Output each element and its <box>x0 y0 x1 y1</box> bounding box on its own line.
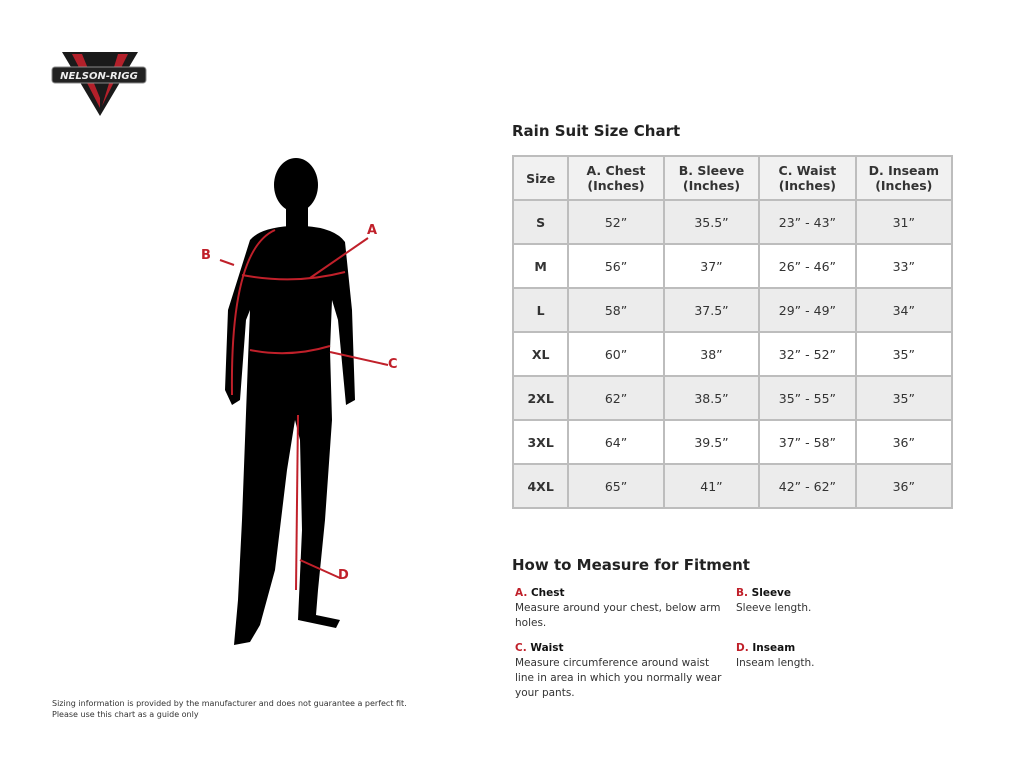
size-chart-title: Rain Suit Size Chart <box>512 122 681 140</box>
value-cell: 52” <box>567 199 665 245</box>
value-cell: 62” <box>567 375 665 421</box>
value-cell: 42” - 62” <box>758 463 857 509</box>
value-cell: 37.5” <box>662 287 761 333</box>
table-row: 2XL 62” 38.5” 35” - 55” 35” <box>511 375 954 421</box>
value-cell: 36” <box>854 419 954 465</box>
size-cell: M <box>511 243 570 289</box>
value-cell: 23” - 43” <box>758 199 857 245</box>
value-cell: 41” <box>662 463 761 509</box>
label-c: C <box>388 357 398 372</box>
value-cell: 38.5” <box>662 375 761 421</box>
measure-chest: A. Chest Measure around your chest, belo… <box>515 587 721 629</box>
value-cell: 33” <box>854 243 954 289</box>
table-row: M 56” 37” 26” - 46” 33” <box>511 243 954 289</box>
value-cell: 58” <box>567 287 665 333</box>
table-row: L 58” 37.5” 29” - 49” 34” <box>511 287 954 333</box>
size-chart-table: Size A. Chest (Inches) B. Sleeve (Inches) C. … <box>511 155 954 509</box>
header-line: Size <box>526 170 556 186</box>
column-header: C. Waist (Inches) <box>758 155 857 201</box>
column-header: A. Chest (Inches) <box>567 155 665 201</box>
header-unit: (Inches) <box>778 178 836 193</box>
measure-waist: C. Waist Measure circumference around wa… <box>515 642 722 699</box>
measure-sleeve: B. Sleeve Sleeve length. <box>736 587 812 614</box>
size-cell: XL <box>511 331 570 377</box>
value-cell: 37” - 58” <box>758 419 857 465</box>
value-cell: 35.5” <box>662 199 761 245</box>
label-a: A <box>367 223 378 238</box>
measure-inseam: D. Inseam Inseam length. <box>736 642 815 669</box>
value-cell: 56” <box>567 243 665 289</box>
table-row: XL 60” 38” 32” - 52” 35” <box>511 331 954 377</box>
value-cell: 29” - 49” <box>758 287 857 333</box>
value-cell: 34” <box>854 287 954 333</box>
column-header: B. Sleeve (Inches) <box>662 155 761 201</box>
table-row: 4XL 65” 41” 42” - 62” 36” <box>511 463 954 509</box>
size-cell: L <box>511 287 570 333</box>
table-row: S 52” 35.5” 23” - 43” 31” <box>511 199 954 245</box>
value-cell: 35” <box>854 375 954 421</box>
value-cell: 65” <box>567 463 665 509</box>
value-cell: 39.5” <box>662 419 761 465</box>
column-header: Size <box>511 155 570 201</box>
nelson-rigg-logo: NELSON-RIGG <box>51 52 147 116</box>
header-line: A. Chest <box>586 163 646 178</box>
header-unit: (Inches) <box>587 178 645 193</box>
header-unit: (Inches) <box>875 178 933 193</box>
value-cell: 37” <box>662 243 761 289</box>
header-unit: (Inches) <box>682 178 741 193</box>
value-cell: 38” <box>662 331 761 377</box>
table-row: 3XL 64” 39.5” 37” - 58” 36” <box>511 419 954 465</box>
value-cell: 60” <box>567 331 665 377</box>
label-b: B <box>201 248 211 263</box>
size-cell: 4XL <box>511 463 570 509</box>
svg-text:NELSON-RIGG: NELSON-RIGG <box>60 71 138 82</box>
value-cell: 36” <box>854 463 954 509</box>
size-cell: S <box>511 199 570 245</box>
value-cell: 35” <box>854 331 954 377</box>
value-cell: 32” - 52” <box>758 331 857 377</box>
disclaimer: Sizing information is provided by the ma… <box>52 699 407 719</box>
header-line: D. Inseam <box>868 163 939 178</box>
value-cell: 35” - 55” <box>758 375 857 421</box>
measure-title: How to Measure for Fitment <box>512 556 750 574</box>
value-cell: 31” <box>854 199 954 245</box>
label-d: D <box>338 568 349 583</box>
header-line: B. Sleeve <box>678 163 745 178</box>
body-measurement-figure <box>219 158 389 645</box>
size-cell: 2XL <box>511 375 570 421</box>
value-cell: 26” - 46” <box>758 243 857 289</box>
value-cell: 64” <box>567 419 665 465</box>
column-header: D. Inseam (Inches) <box>854 155 954 201</box>
size-cell: 3XL <box>511 419 570 465</box>
header-line: C. Waist <box>778 163 837 178</box>
